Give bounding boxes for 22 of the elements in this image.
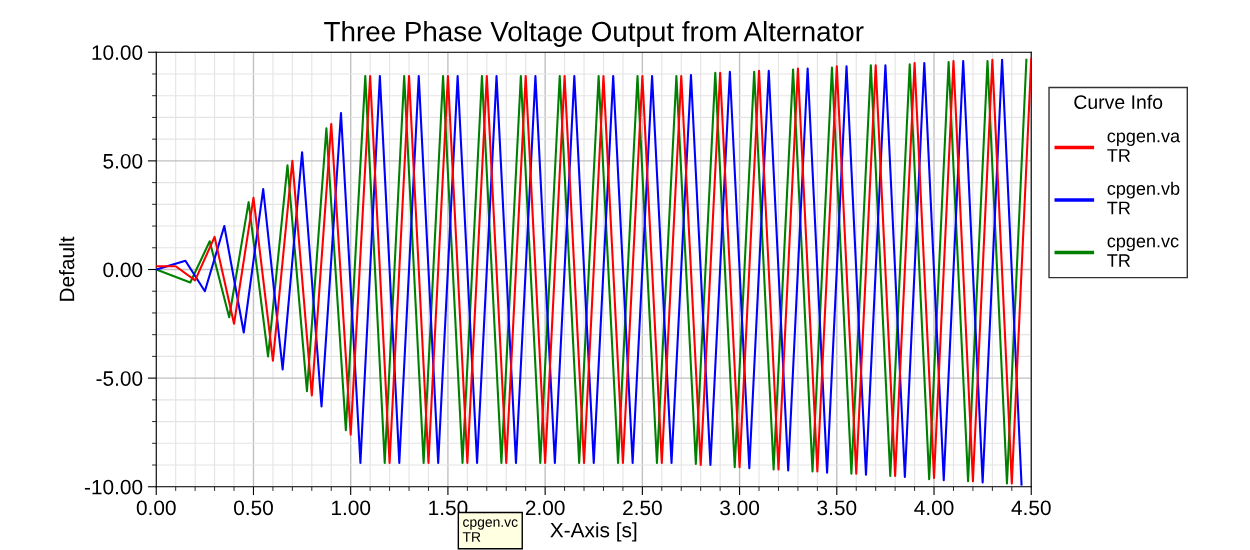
y-tick-label: -10.00 [84, 479, 143, 495]
y-tick-label: -5.00 [96, 371, 143, 386]
x-tick-label: 3.50 [817, 500, 857, 516]
y-axis-title: Default [59, 236, 75, 301]
x-tick-label: 3.00 [720, 500, 760, 516]
chart-title: Three Phase Voltage Output from Alternator [324, 21, 864, 47]
x-tick-label: 4.00 [914, 500, 954, 516]
y-tick-label: 10.00 [92, 45, 143, 60]
legend-label: cpgen.va TR [1107, 132, 1181, 162]
x-tick-label: 1.00 [332, 500, 371, 516]
x-tick-label: 0.00 [136, 500, 176, 516]
y-tick-label: 5.00 [103, 153, 143, 169]
text: cpgen.vc TR [462, 519, 518, 542]
x-axis-title: X-Axis [s] [550, 522, 637, 542]
y-tick-label: 0.00 [103, 262, 143, 278]
x-tick-label: 2.00 [525, 500, 565, 516]
x-tick-label: 0.50 [234, 500, 273, 516]
x-tick-label: 2.50 [623, 500, 662, 516]
legend-label: cpgen.vc TR [1107, 237, 1179, 267]
x-tick-label: 4.50 [1011, 500, 1051, 516]
legend-title: Curve Info [1074, 94, 1163, 110]
legend-label: cpgen.vb TR [1107, 181, 1180, 215]
